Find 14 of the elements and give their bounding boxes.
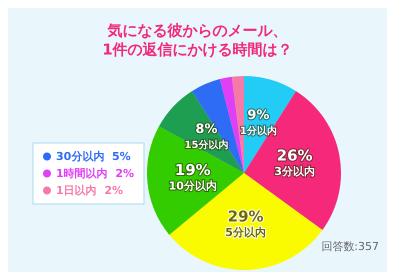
text: 回答数:357 bbox=[321, 240, 379, 253]
slice-label: 10分以内 bbox=[168, 179, 217, 192]
data-label: 29% bbox=[228, 207, 264, 226]
legend-label: 30分以内 5% bbox=[56, 150, 131, 163]
legend-label: 1時間以内 2% bbox=[56, 167, 134, 180]
slice-label: 15分以内 bbox=[184, 139, 228, 152]
chart-title: 気になる彼からのメール、 1件の返信にかける時間は？ bbox=[102, 22, 293, 58]
data-label: 26% bbox=[276, 146, 313, 164]
legend-label: 1日以内 2% bbox=[56, 184, 123, 197]
slice-label: 5分以内 bbox=[225, 226, 266, 239]
data-label: 19% bbox=[174, 160, 211, 179]
data-label: 9% bbox=[247, 108, 270, 124]
data-label: 8% bbox=[195, 122, 218, 138]
slice-label: 3分以内 bbox=[274, 164, 315, 178]
